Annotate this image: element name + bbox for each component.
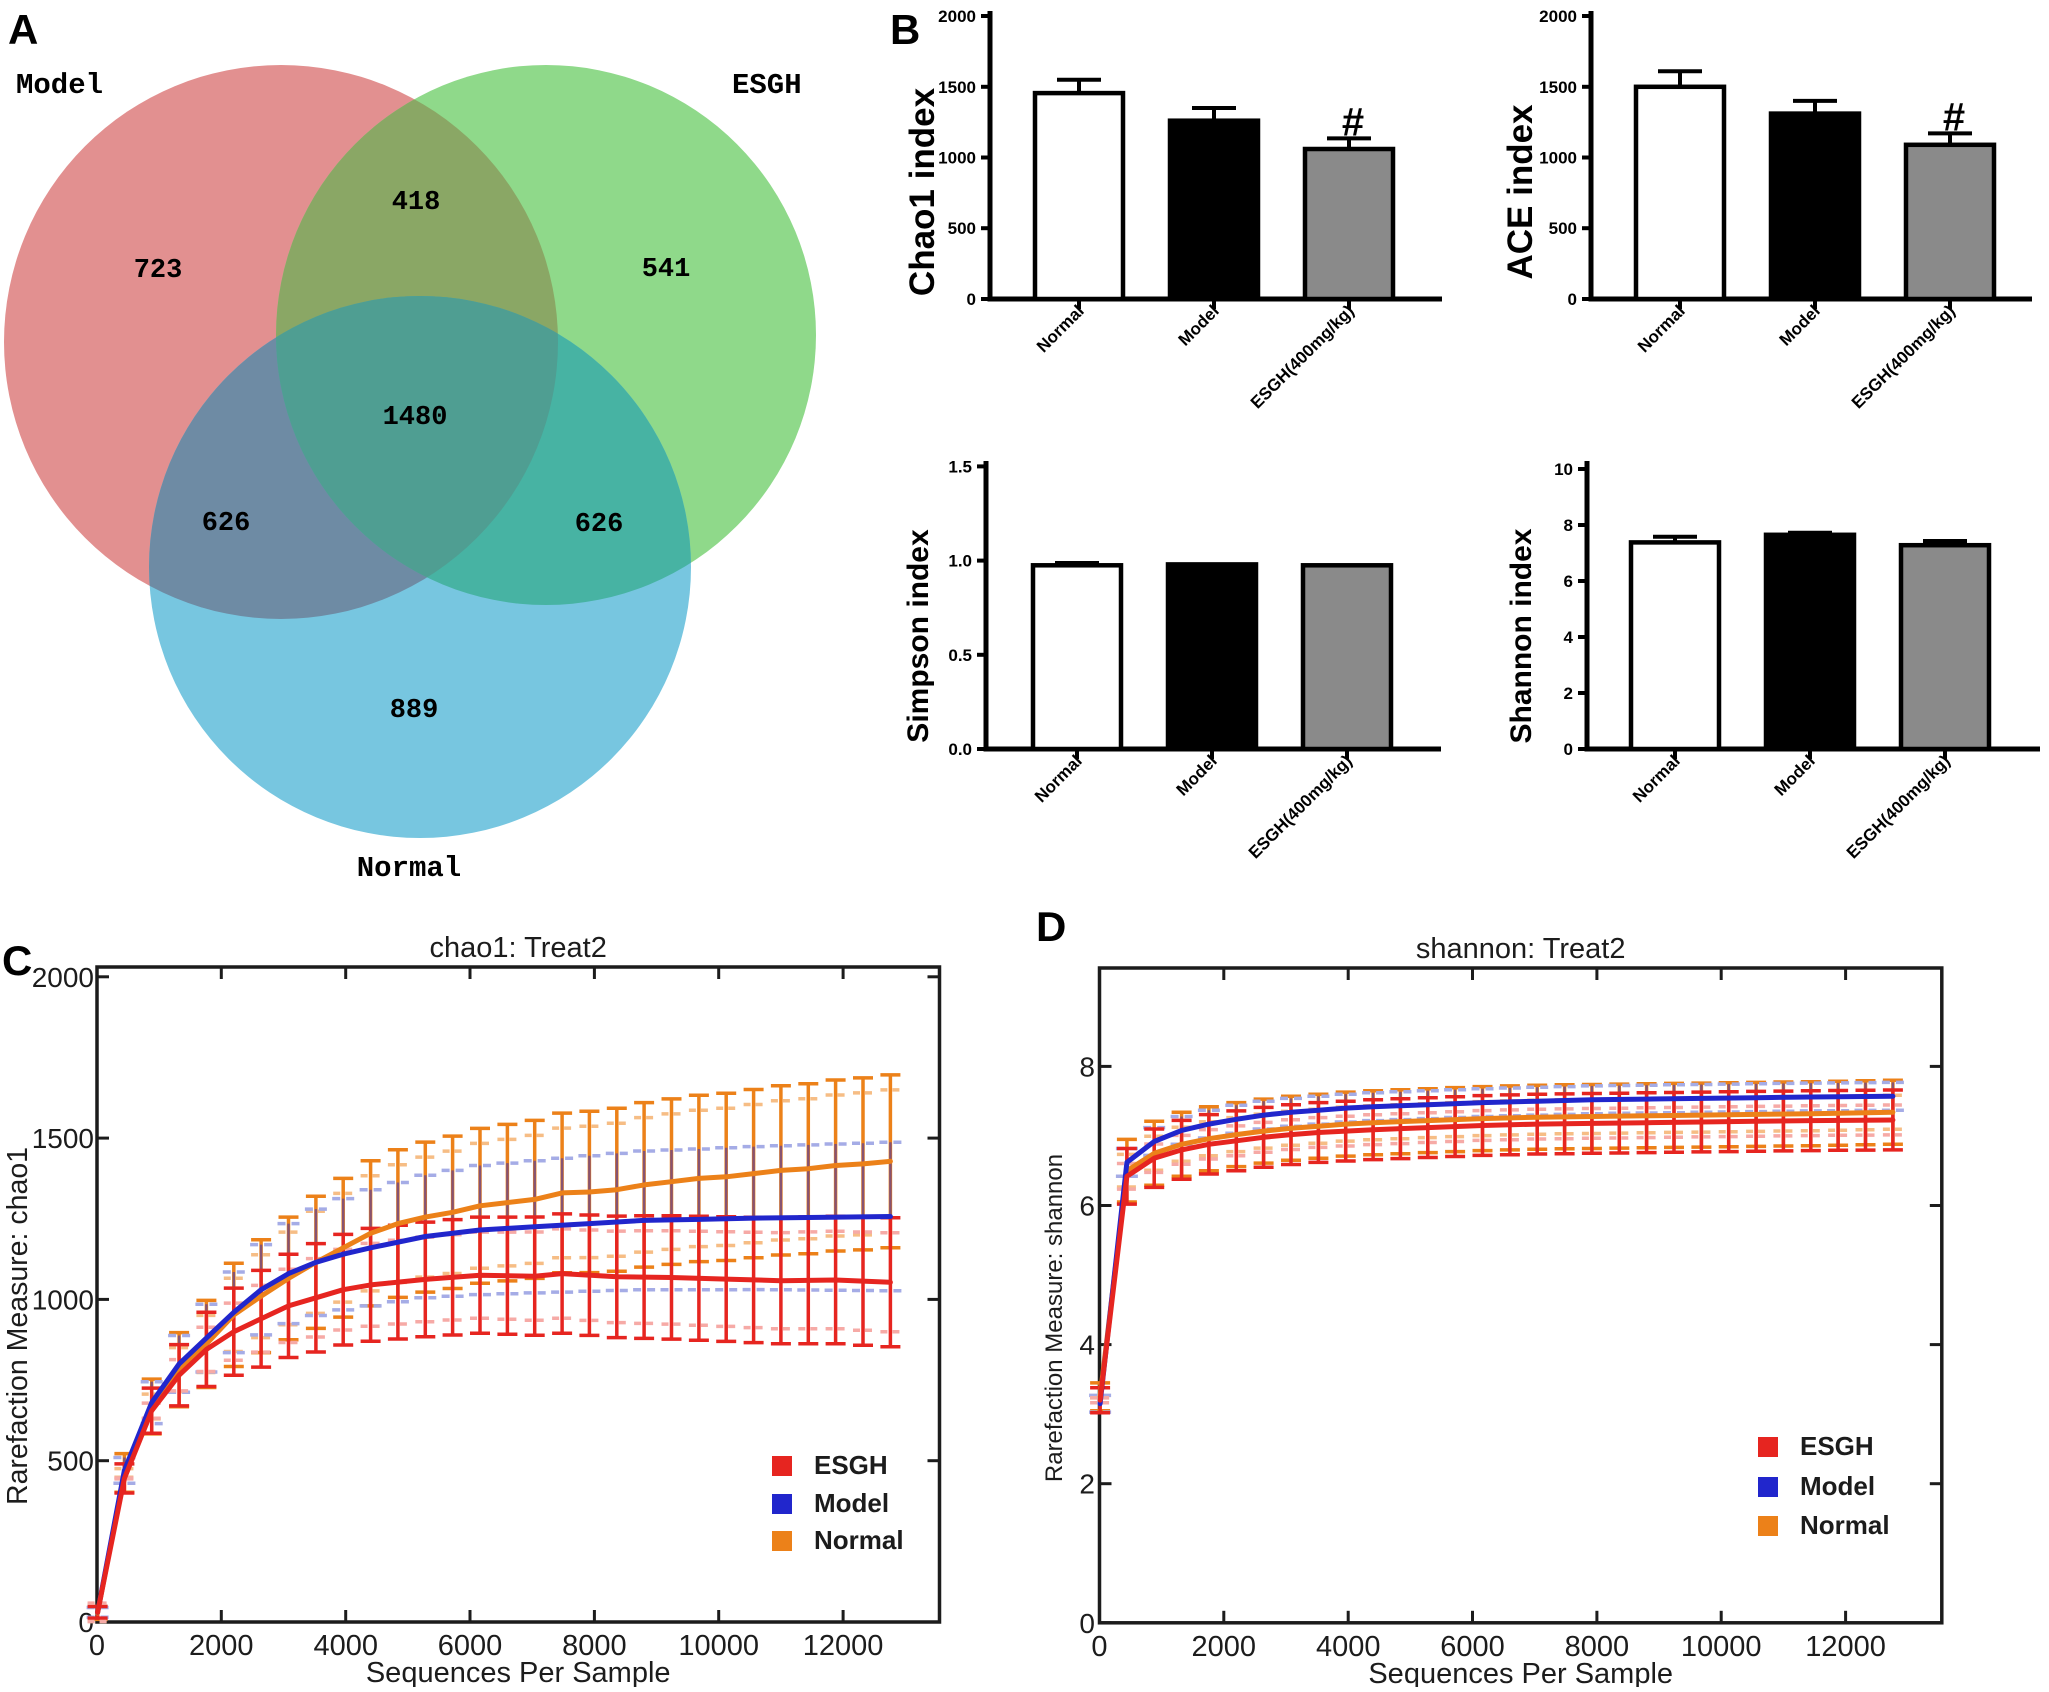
svg-text:8000: 8000	[562, 1630, 627, 1662]
svg-text:2: 2	[1079, 1469, 1095, 1500]
svg-text:B: B	[890, 6, 920, 53]
svg-text:Normal: Normal	[357, 852, 461, 885]
svg-text:Rarefaction Measure: chao1: Rarefaction Measure: chao1	[2, 1147, 34, 1505]
svg-text:12000: 12000	[1805, 1631, 1886, 1663]
svg-text:A: A	[8, 6, 38, 53]
svg-text:#: #	[1342, 100, 1364, 144]
svg-text:Sequences Per Sample: Sequences Per Sample	[366, 1657, 671, 1687]
svg-text:0: 0	[89, 1630, 105, 1662]
svg-text:Rarefaction Measure: shannon: Rarefaction Measure: shannon	[1041, 1154, 1068, 1482]
svg-text:4: 4	[1564, 628, 1574, 647]
svg-text:8: 8	[1564, 516, 1573, 535]
svg-text:6: 6	[1079, 1191, 1095, 1222]
svg-text:0.0: 0.0	[948, 740, 972, 759]
svg-text:12000: 12000	[803, 1630, 884, 1662]
svg-text:1000: 1000	[32, 1284, 94, 1315]
svg-text:0.5: 0.5	[948, 646, 972, 665]
svg-text:541: 541	[642, 255, 691, 285]
svg-text:0: 0	[1091, 1631, 1107, 1663]
svg-text:Shannon index: Shannon index	[1505, 528, 1538, 743]
svg-text:418: 418	[392, 188, 441, 218]
svg-text:6000: 6000	[438, 1630, 503, 1662]
svg-text:chao1: Treat2: chao1: Treat2	[430, 932, 607, 964]
svg-text:0: 0	[1079, 1608, 1095, 1639]
svg-text:2: 2	[1564, 684, 1573, 703]
svg-text:4: 4	[1079, 1330, 1095, 1361]
svg-text:ESGH: ESGH	[1800, 1431, 1874, 1461]
svg-text:1000: 1000	[938, 149, 976, 168]
svg-text:0: 0	[78, 1607, 94, 1638]
svg-text:C: C	[2, 937, 32, 984]
svg-text:626: 626	[202, 509, 251, 539]
svg-text:500: 500	[1549, 219, 1577, 238]
svg-text:Model: Model	[16, 69, 103, 102]
svg-text:1500: 1500	[32, 1123, 94, 1154]
svg-text:1000: 1000	[1539, 149, 1577, 168]
svg-text:Sequences Per Sample: Sequences Per Sample	[1368, 1658, 1673, 1687]
svg-text:shannon: Treat2: shannon: Treat2	[1416, 933, 1626, 965]
svg-text:1500: 1500	[1539, 78, 1577, 97]
svg-text:Model: Model	[1800, 1471, 1875, 1501]
svg-text:500: 500	[948, 219, 976, 238]
svg-text:Simpson index: Simpson index	[902, 529, 935, 743]
svg-text:Normal: Normal	[1800, 1510, 1890, 1540]
svg-text:ESGH: ESGH	[814, 1450, 888, 1480]
svg-text:0: 0	[967, 290, 976, 309]
svg-text:500: 500	[47, 1446, 94, 1477]
svg-text:ACE index: ACE index	[1501, 104, 1540, 280]
svg-text:2000: 2000	[938, 7, 976, 26]
svg-text:2000: 2000	[1192, 1631, 1257, 1663]
svg-text:6: 6	[1564, 572, 1573, 591]
svg-text:8: 8	[1079, 1051, 1095, 1082]
svg-text:10000: 10000	[1681, 1631, 1762, 1663]
svg-text:1.5: 1.5	[948, 457, 972, 476]
svg-text:0: 0	[1568, 290, 1577, 309]
svg-text:Normal: Normal	[814, 1525, 904, 1555]
svg-text:D: D	[1036, 903, 1066, 950]
svg-text:889: 889	[390, 696, 439, 726]
svg-text:4000: 4000	[1316, 1631, 1381, 1663]
svg-text:#: #	[1943, 95, 1965, 139]
svg-text:ESGH: ESGH	[732, 69, 802, 102]
svg-text:723: 723	[134, 256, 183, 286]
svg-text:10000: 10000	[678, 1630, 759, 1662]
svg-text:2000: 2000	[189, 1630, 254, 1662]
svg-text:1500: 1500	[938, 78, 976, 97]
svg-text:2000: 2000	[32, 962, 94, 993]
svg-text:0: 0	[1564, 740, 1573, 759]
svg-text:2000: 2000	[1539, 7, 1577, 26]
svg-text:626: 626	[575, 510, 624, 540]
svg-text:Model: Model	[814, 1488, 889, 1518]
svg-text:10: 10	[1554, 460, 1573, 479]
svg-text:8000: 8000	[1565, 1631, 1630, 1663]
svg-text:6000: 6000	[1440, 1631, 1505, 1663]
svg-text:1480: 1480	[383, 403, 448, 433]
svg-text:Chao1 index: Chao1 index	[903, 87, 942, 296]
svg-text:1.0: 1.0	[948, 552, 972, 571]
svg-text:4000: 4000	[313, 1630, 378, 1662]
